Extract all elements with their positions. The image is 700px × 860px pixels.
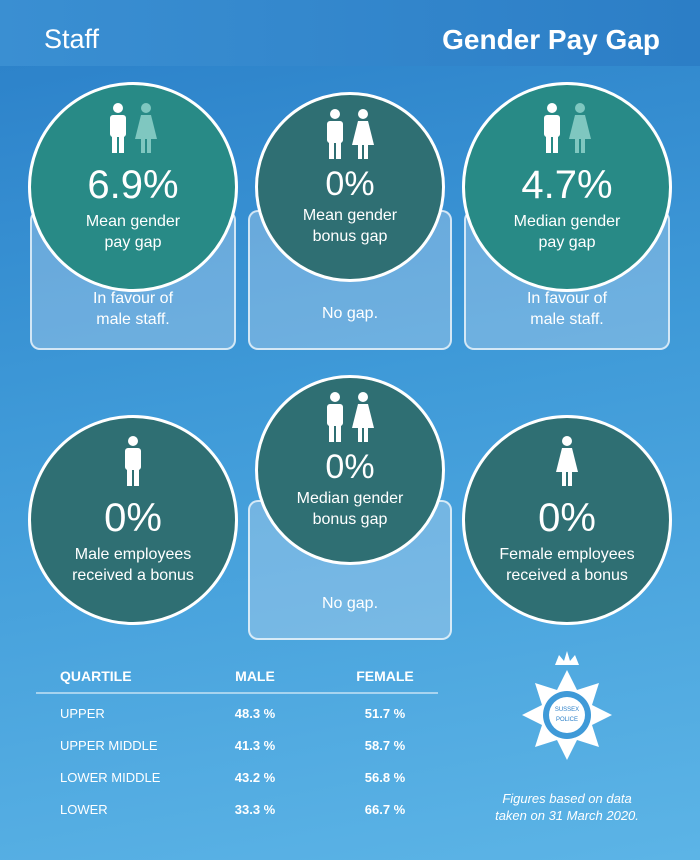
stat-label: bonus gap	[312, 228, 388, 245]
section-label: Staff	[44, 24, 100, 54]
footnote-line: taken on 31 March 2020.	[495, 808, 639, 823]
table-cell: 33.3 %	[234, 802, 276, 817]
table-header: QUARTILE	[60, 668, 132, 684]
page-title: Gender Pay Gap	[442, 24, 660, 55]
note-line: In favour of	[92, 290, 174, 307]
gender-icon	[110, 103, 157, 153]
police-logo: SUSSEX POLICE	[522, 651, 612, 760]
table-cell: 41.3 %	[234, 738, 276, 753]
stat-value: 0%	[325, 448, 375, 486]
table-cell: UPPER MIDDLE	[60, 738, 158, 753]
gender-icon	[125, 436, 141, 486]
note-line: No gap.	[321, 305, 379, 322]
note-line: male staff.	[96, 311, 170, 328]
stat-circle: 4.7% Median gender pay gap	[462, 82, 672, 292]
table-header: FEMALE	[356, 668, 414, 684]
footnote: Figures based on data taken on 31 March …	[467, 790, 667, 824]
table-cell: 48.3 %	[234, 706, 276, 721]
stat-label: Median gender	[296, 490, 404, 507]
gender-icon	[544, 103, 591, 153]
stat-value: 4.7%	[521, 163, 613, 207]
logo-text: POLICE	[556, 717, 578, 723]
stat-circle: 0% Male employees received a bonus	[28, 415, 238, 625]
gender-icon	[556, 436, 578, 486]
note-line: In favour of	[526, 290, 608, 307]
header-bar: Staff Gender Pay Gap	[0, 0, 700, 66]
stat-circle: 0% Female employees received a bonus	[462, 415, 672, 625]
gender-icon	[327, 109, 374, 159]
stat-circle: 0% Median gender bonus gap	[255, 375, 445, 565]
table-cell: 58.7 %	[364, 738, 406, 753]
note-line: male staff.	[530, 311, 604, 328]
stat-label: pay gap	[104, 234, 162, 251]
stat-label: Mean gender	[85, 213, 181, 230]
stat-value: 0%	[104, 496, 162, 540]
stat-label: Median gender	[513, 213, 621, 230]
stat-label: received a bonus	[506, 567, 628, 584]
table-cell: 56.8 %	[364, 770, 406, 785]
stat-label: bonus gap	[312, 511, 388, 528]
table-cell: LOWER	[60, 802, 108, 817]
table-cell: 66.7 %	[364, 802, 406, 817]
table-header: MALE	[235, 668, 275, 684]
footnote-line: Figures based on data	[502, 791, 632, 806]
table-cell: 43.2 %	[234, 770, 276, 785]
note-line: No gap.	[321, 595, 379, 612]
table-cell: LOWER MIDDLE	[60, 770, 161, 785]
stat-label: received a bonus	[72, 567, 194, 584]
stat-circle: 0% Mean gender bonus gap	[255, 92, 445, 282]
logo-text: SUSSEX	[555, 707, 579, 713]
stat-value: 0%	[538, 496, 596, 540]
stat-label: Male employees	[74, 546, 192, 563]
stat-label: pay gap	[538, 234, 596, 251]
stat-value: 0%	[325, 165, 375, 203]
stat-circle: 6.9% Mean gender pay gap	[28, 82, 238, 292]
gender-icon	[327, 392, 374, 442]
stat-value: 6.9%	[87, 163, 179, 207]
stat-label: Mean gender	[302, 207, 398, 224]
table-cell: UPPER	[60, 706, 105, 721]
table-cell: 51.7 %	[364, 706, 406, 721]
stat-label: Female employees	[499, 546, 635, 563]
